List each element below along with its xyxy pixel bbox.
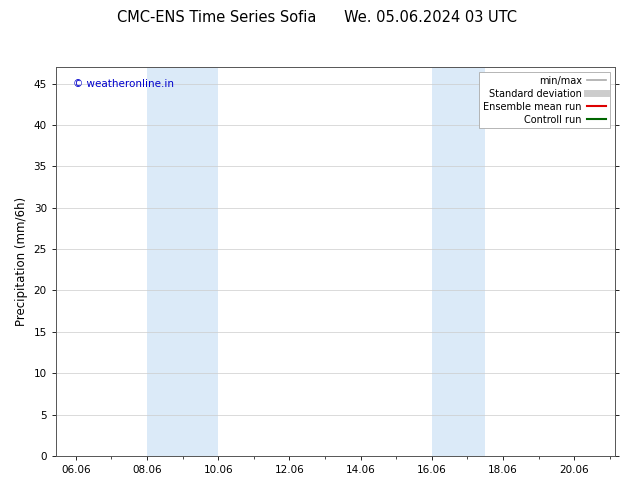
Text: CMC-ENS Time Series Sofia      We. 05.06.2024 03 UTC: CMC-ENS Time Series Sofia We. 05.06.2024… [117,10,517,25]
Legend: min/max, Standard deviation, Ensemble mean run, Controll run: min/max, Standard deviation, Ensemble me… [479,72,610,128]
Bar [432,67,485,456]
Text: © weatheronline.in: © weatheronline.in [73,79,174,89]
Y-axis label: Precipitation (mm/6h): Precipitation (mm/6h) [15,197,28,326]
Bar [147,67,218,456]
